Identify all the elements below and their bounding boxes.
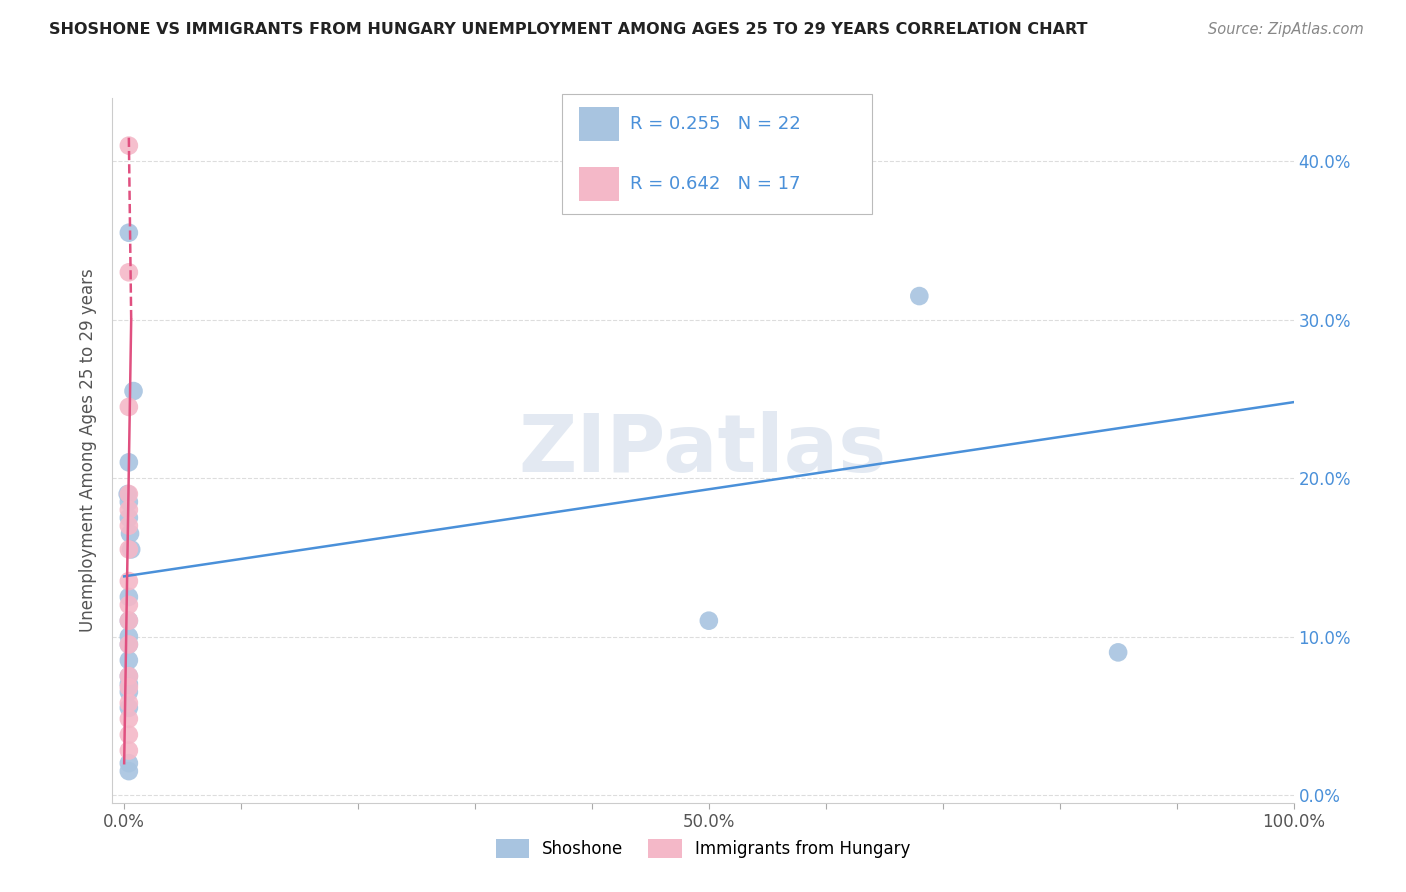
Point [118, 614, 141, 628]
Point [118, 265, 141, 279]
Point [118, 510, 141, 524]
Point [118, 728, 141, 742]
Text: Source: ZipAtlas.com: Source: ZipAtlas.com [1208, 22, 1364, 37]
Point [118, 455, 141, 469]
Point [118, 700, 141, 714]
Point [118, 764, 141, 778]
Point [118, 138, 141, 153]
Point [118, 685, 141, 699]
Point [118, 743, 141, 757]
Point [118, 590, 141, 604]
Text: R = 0.642   N = 17: R = 0.642 N = 17 [630, 175, 800, 193]
Text: R = 0.255   N = 22: R = 0.255 N = 22 [630, 115, 800, 133]
Point [118, 526, 141, 541]
Point [118, 677, 141, 691]
Point [118, 630, 141, 644]
Point [118, 756, 141, 771]
Point [122, 384, 145, 398]
Point [118, 400, 141, 414]
Point [1107, 645, 1129, 659]
Point [118, 669, 141, 683]
Point [118, 653, 141, 667]
Point [118, 696, 141, 710]
Point [118, 669, 141, 683]
Text: ZIPatlas: ZIPatlas [519, 411, 887, 490]
Point [908, 289, 931, 303]
Point [120, 542, 142, 557]
Point [118, 637, 141, 651]
Point [118, 680, 141, 694]
Point [697, 614, 720, 628]
Point [117, 487, 139, 501]
Legend: Shoshone, Immigrants from Hungary: Shoshone, Immigrants from Hungary [489, 832, 917, 865]
Point [118, 495, 141, 509]
Point [118, 226, 141, 240]
Point [118, 574, 141, 588]
Point [118, 542, 141, 557]
Y-axis label: Unemployment Among Ages 25 to 29 years: Unemployment Among Ages 25 to 29 years [79, 268, 97, 632]
Point [118, 518, 141, 533]
Text: SHOSHONE VS IMMIGRANTS FROM HUNGARY UNEMPLOYMENT AMONG AGES 25 TO 29 YEARS CORRE: SHOSHONE VS IMMIGRANTS FROM HUNGARY UNEM… [49, 22, 1088, 37]
Point [118, 637, 141, 651]
Point [118, 614, 141, 628]
Point [118, 598, 141, 612]
Point [118, 487, 141, 501]
Point [118, 503, 141, 517]
Point [118, 712, 141, 726]
